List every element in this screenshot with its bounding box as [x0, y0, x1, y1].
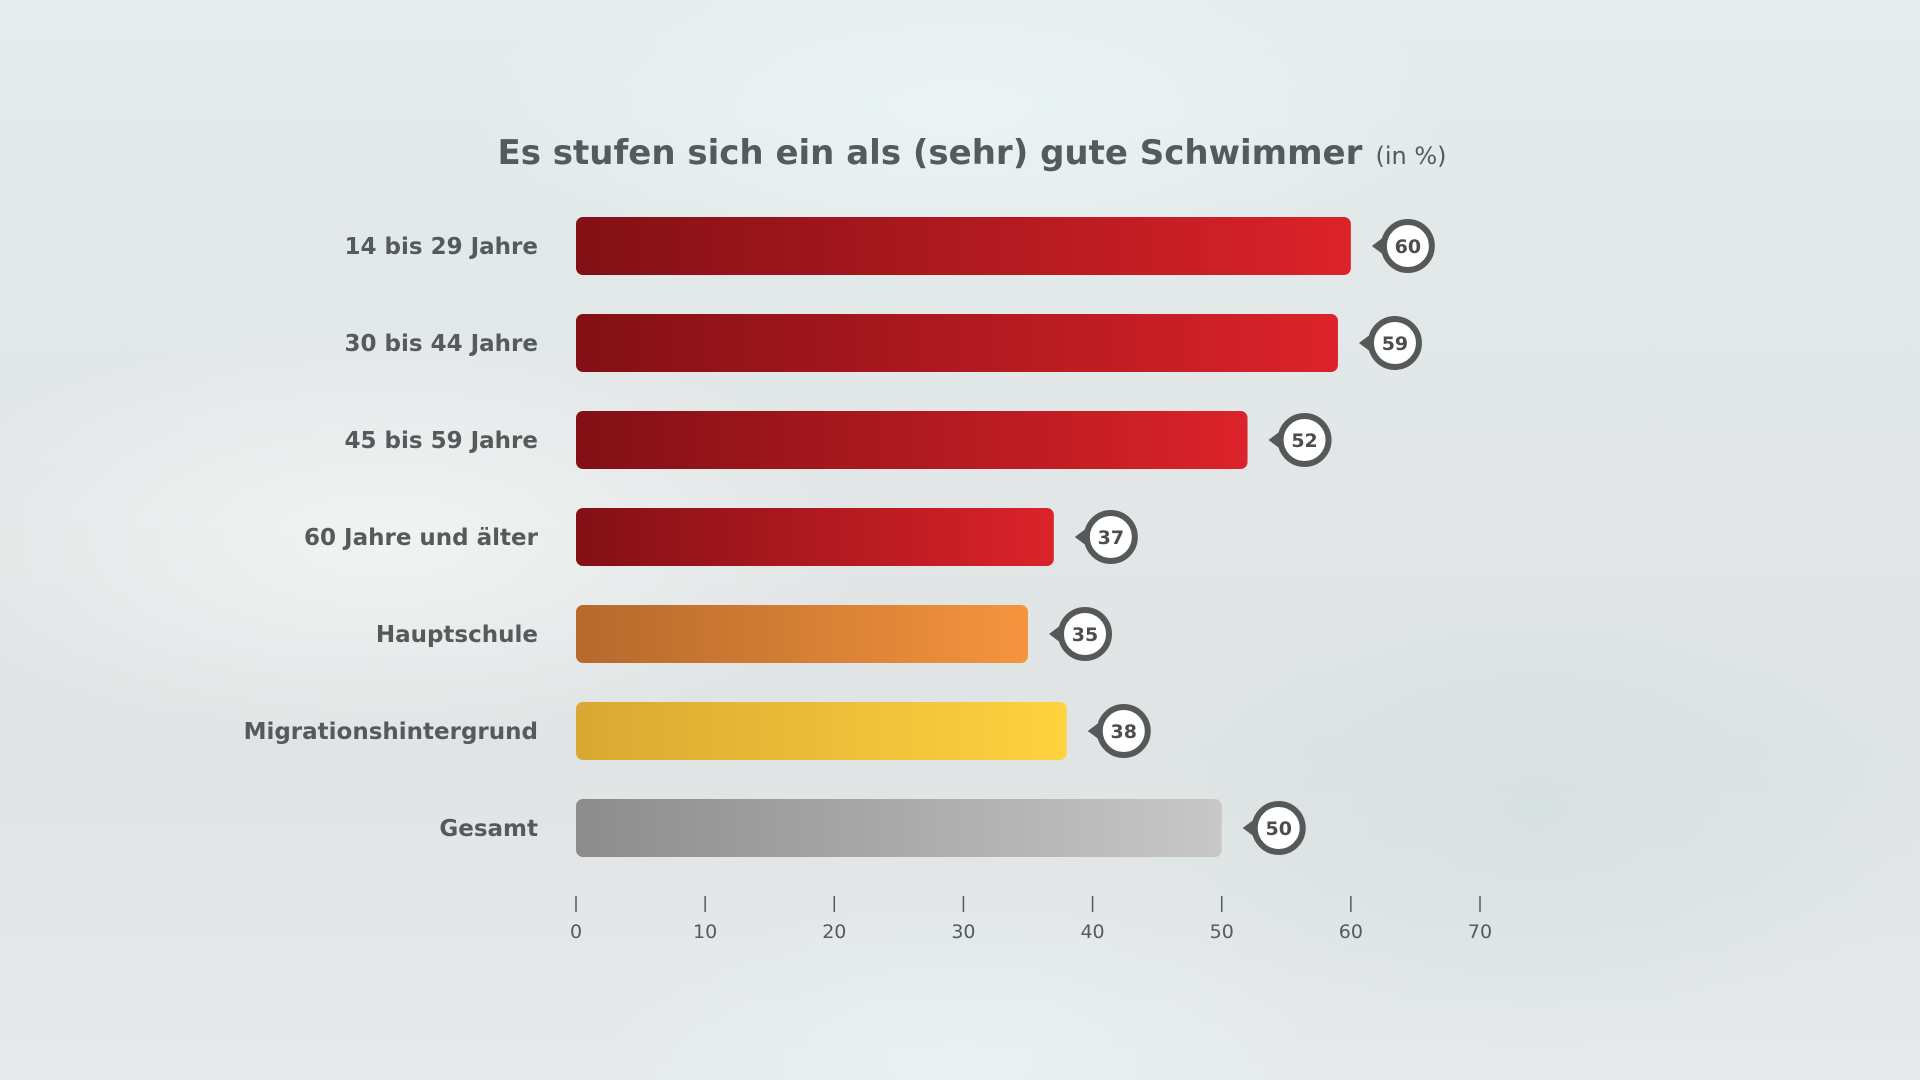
chart-title-main: Es stufen sich ein als (sehr) gute Schwi… [497, 133, 1362, 173]
x-tick-label: 70 [1468, 921, 1492, 943]
category-label: 14 bis 29 Jahre [345, 234, 538, 260]
value-label: 50 [1265, 818, 1291, 840]
value-bubble: 50 [1242, 801, 1306, 855]
bar [576, 799, 1222, 857]
category-label: 45 bis 59 Jahre [345, 428, 538, 454]
bar [576, 411, 1248, 469]
category-label: Gesamt [439, 816, 538, 842]
x-tick-label: 0 [570, 921, 582, 943]
value-bubble: 35 [1049, 607, 1112, 661]
x-tick-label: 10 [693, 921, 717, 943]
bar [576, 605, 1028, 663]
value-label: 52 [1291, 430, 1317, 452]
chart-title-unit: (in %) [1375, 142, 1446, 170]
value-label: 60 [1395, 236, 1421, 258]
x-tick-label: 50 [1210, 921, 1234, 943]
value-label: 35 [1072, 624, 1098, 646]
x-tick-label: 60 [1339, 921, 1363, 943]
bar [576, 508, 1054, 566]
category-label: 60 Jahre und älter [304, 525, 539, 551]
x-tick-label: 30 [951, 921, 975, 943]
category-label: Migrationshintergrund [244, 719, 538, 745]
x-tick-label: 20 [822, 921, 846, 943]
value-label: 38 [1111, 721, 1137, 743]
bar [576, 314, 1338, 372]
value-bubble: 52 [1268, 413, 1332, 467]
value-label: 37 [1098, 527, 1124, 549]
bar [576, 702, 1067, 760]
chart-title: Es stufen sich ein als (sehr) gute Schwi… [497, 133, 1446, 173]
category-label: 30 bis 44 Jahre [345, 331, 538, 357]
value-label: 59 [1382, 333, 1408, 355]
value-bubble: 59 [1358, 316, 1422, 370]
value-bubble: 60 [1371, 219, 1435, 273]
x-axis: 0 10 20 30 40 50 60 70 [570, 896, 1492, 943]
x-tick-label: 40 [1080, 921, 1104, 943]
category-label: Hauptschule [376, 622, 538, 648]
value-bubble: 37 [1074, 510, 1138, 564]
bars-group: 14 bis 29 Jahre 60 30 bis 44 Jahre 59 45 bis… [244, 217, 1435, 857]
bar [576, 217, 1351, 275]
value-bubble: 38 [1087, 704, 1151, 758]
